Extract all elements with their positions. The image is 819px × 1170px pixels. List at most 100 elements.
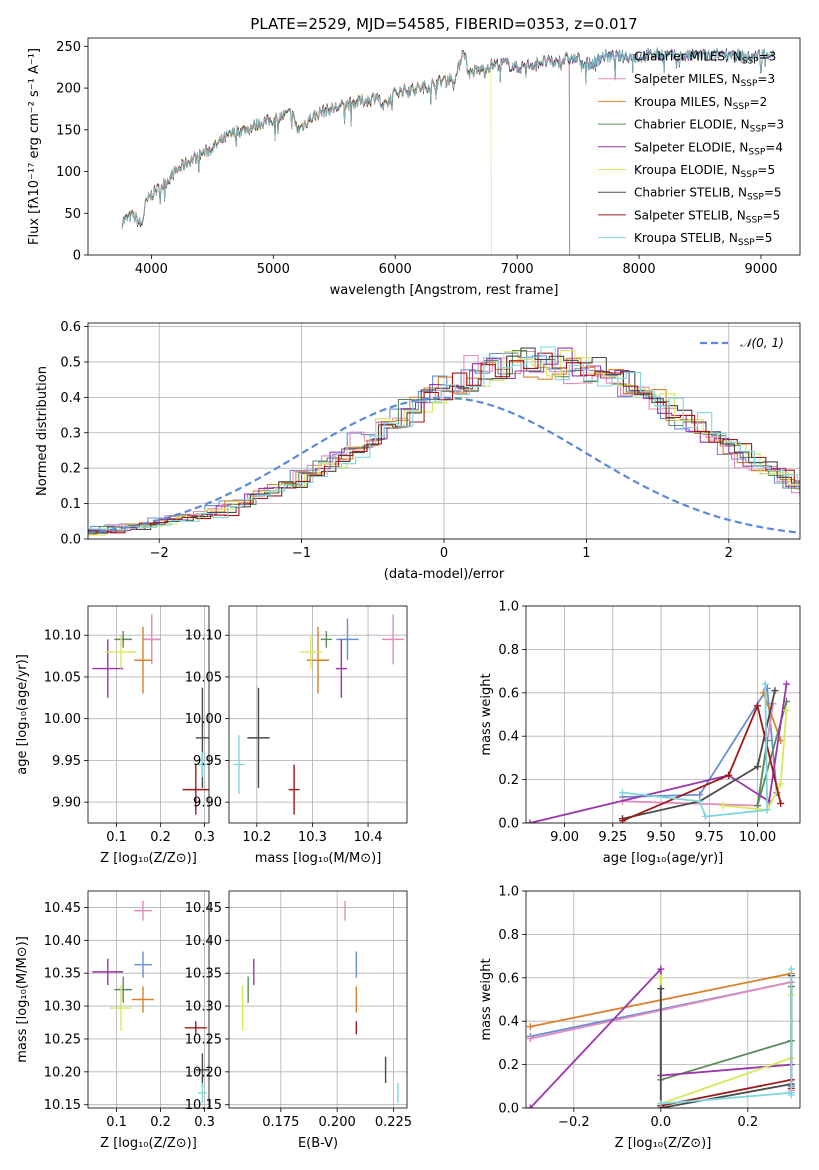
y-tick-label: 10.00 (185, 712, 222, 727)
x-tick-label: 0.2 (737, 1115, 758, 1130)
x-tick-label: 0.3 (194, 830, 215, 845)
x-tick-label: 0.3 (194, 1115, 215, 1130)
y-tick-label: 10.20 (185, 1065, 222, 1080)
legend-entry-name: Salpeter STELIB, N (634, 208, 746, 222)
y-tick-label: 0.4 (498, 1015, 519, 1030)
data-point (92, 639, 124, 698)
legend-entry: Salpeter ELODIE, NSSP=4 (634, 140, 783, 157)
weight-line-0 (622, 685, 778, 798)
y-tick-label: 10.10 (44, 629, 81, 644)
x-tick-label: 10.2 (242, 830, 271, 845)
y-tick-label: 200 (56, 82, 81, 97)
y-tick-label: 10.35 (185, 967, 222, 982)
data-point (132, 986, 154, 1013)
y-tick-label: 10.15 (44, 1098, 81, 1113)
data-point (381, 614, 405, 665)
legend-entry: Kroupa ELODIE, NSSP=5 (634, 163, 775, 180)
axes-frame (228, 605, 408, 824)
x-tick-label: 0.175 (262, 1115, 299, 1130)
y-tick-label: 9.95 (193, 754, 222, 769)
plot-area-residuals (88, 346, 800, 536)
axes-frame (228, 890, 408, 1109)
data-point (195, 1053, 209, 1087)
x-axis-label: Z [log₁₀(Z/Z⊙)] (615, 1136, 712, 1151)
x-tick-label: −1 (292, 546, 311, 561)
legend-entry: Chabrier MILES, NSSP=3 (634, 50, 776, 67)
y-tick-label: 10.10 (185, 629, 222, 644)
y-tick-label: 100 (56, 165, 81, 180)
plot-area-mass-vs-ebv (241, 900, 399, 1103)
histogram-6 (88, 347, 800, 534)
x-axis-label: E(B-V) (298, 1136, 338, 1151)
x-axis-label: (data-model)/error (384, 567, 505, 582)
y-tick-label: 10.45 (185, 901, 222, 916)
data-point (114, 631, 132, 648)
weight-line-8 (660, 969, 793, 1105)
y-tick-label: 1.0 (498, 885, 519, 900)
data-point (105, 635, 137, 669)
legend-entry: Salpeter MILES, NSSP=3 (634, 72, 775, 89)
y-tick-label: 150 (56, 123, 81, 138)
y-axis-label: Normed distribution (35, 366, 50, 496)
y-tick-label: 10.25 (44, 1032, 81, 1047)
y-tick-label: 0.2 (60, 462, 81, 477)
legend-entry-name: Kroupa ELODIE, N (634, 163, 741, 177)
legend-entry-name: Chabrier MILES, N (634, 50, 742, 64)
x-tick-label: 4000 (135, 262, 168, 277)
plot-area-age-vs-mass (233, 614, 405, 815)
x-tick-label: 0 (440, 546, 448, 561)
axes-frame (525, 605, 801, 824)
y-tick-label: 0.2 (498, 1058, 519, 1073)
x-tick-label: 9.75 (695, 830, 724, 845)
x-tick-label: 0.1 (106, 1115, 127, 1130)
axes-mass-vs-Z: 0.1 0.2 0.3 10.15 10.20 10.25 10.30 10.35 10.40 1… (15, 890, 215, 1151)
gaussian-curve (88, 396, 800, 534)
data-point (114, 976, 132, 1003)
y-tick-label: 10.45 (44, 901, 81, 916)
y-tick-label: 0 (73, 249, 81, 264)
plot-area-weight-vs-age (526, 680, 790, 823)
y-axis-label: age [log₁₀(age/yr)] (15, 654, 30, 775)
y-tick-label: 10.05 (185, 670, 222, 685)
data-point (143, 614, 161, 665)
legend-entry-name: Chabrier STELIB, N (634, 186, 747, 200)
y-tick-label: 10.00 (44, 712, 81, 727)
legend-entry-sub: SSP (741, 79, 758, 89)
weight-line-4 (529, 683, 788, 823)
legend-entry-count: =5 (763, 208, 781, 222)
x-axis-label: Z [log₁₀(Z/Z⊙)] (100, 851, 197, 866)
data-point (134, 626, 152, 694)
axes-frame (87, 605, 210, 824)
data-point (134, 951, 152, 978)
x-axis-label: Z [log₁₀(Z/Z⊙)] (100, 1136, 197, 1151)
x-tick-label: 0.2 (150, 830, 171, 845)
data-point (198, 752, 207, 778)
axes-frame (87, 890, 210, 1109)
data-point (182, 764, 209, 815)
data-point (336, 618, 359, 661)
x-tick-label: 1 (582, 546, 590, 561)
y-tick-label: 10.30 (185, 1000, 222, 1015)
y-tick-label: 0.8 (498, 928, 519, 943)
residual-legend: 𝒩(0, 1) (700, 336, 784, 350)
y-tick-label: 0.6 (498, 971, 519, 986)
y-tick-label: 0.6 (498, 686, 519, 701)
x-tick-label: 0.1 (106, 830, 127, 845)
x-tick-label: 6000 (379, 262, 412, 277)
x-axis-label: age [log₁₀(age/yr)] (603, 851, 724, 866)
axes-weight-vs-age: 9.00 9.25 9.50 9.75 10.00 0.0 0.2 0.4 0.6 0.8 1.0 a… (479, 600, 801, 866)
axes-age-vs-Z: 0.1 0.2 0.3 9.90 9.95 10.00 10.05 10.10 Z [log₁₀… (15, 605, 215, 866)
axes-residuals: −2 −1 0 1 2 0.0 0.1 0.2 0.3 0.4 0.5 0.6 (data-model)… (35, 320, 801, 582)
histogram-2 (88, 357, 800, 535)
legend-entry-name: Kroupa STELIB, N (634, 231, 738, 245)
weight-line-5 (722, 710, 788, 811)
data-point (299, 635, 322, 669)
data-point (134, 900, 152, 921)
x-tick-label: −2 (150, 546, 169, 561)
legend-entry-name: Salpeter MILES, N (634, 72, 741, 86)
x-tick-label: 10.4 (354, 830, 383, 845)
plot-area-spectrum (121, 47, 774, 255)
axes-weight-vs-Z: −0.2 0.0 0.2 0.0 0.2 0.4 0.6 0.8 1.0 Z [log₁₀(Z/Z… (479, 885, 801, 1151)
legend-entry-name: Salpeter ELODIE, N (634, 140, 748, 154)
